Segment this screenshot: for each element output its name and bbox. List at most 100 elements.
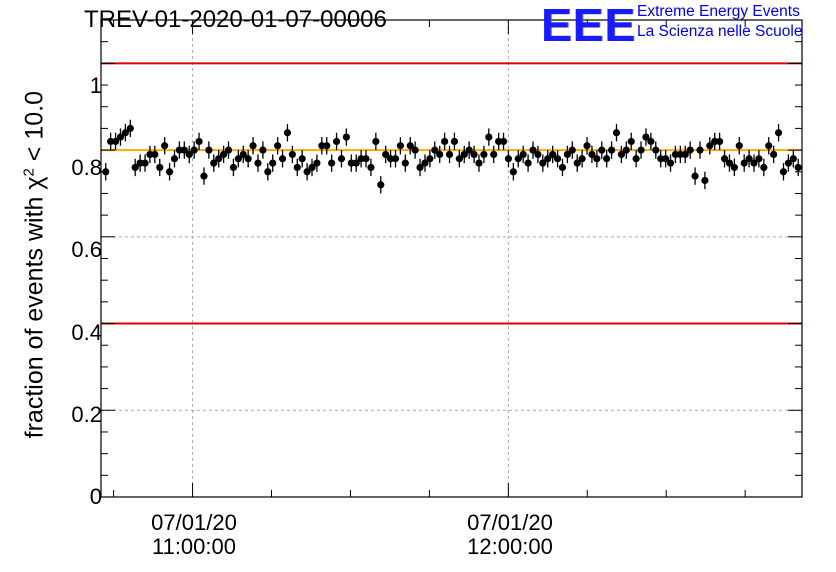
data-point	[593, 155, 601, 163]
data-point	[210, 159, 218, 167]
data-point	[534, 150, 542, 159]
grid-lines	[101, 20, 802, 497]
data-point	[342, 133, 350, 141]
data-point	[529, 146, 537, 154]
data-point	[563, 150, 571, 159]
data-point	[382, 150, 390, 159]
data-points	[102, 119, 802, 194]
data-point	[328, 159, 336, 167]
data-point	[598, 146, 606, 154]
data-point	[480, 150, 488, 159]
eee-logo: EEE	[541, 0, 637, 51]
data-point	[288, 150, 296, 159]
data-point	[426, 155, 434, 163]
data-point	[686, 146, 694, 154]
x-tick-label: 07/01/20 11:00:00	[114, 511, 274, 559]
data-point	[190, 146, 198, 154]
data-point	[617, 150, 626, 159]
data-point	[332, 137, 341, 146]
data-point	[539, 159, 547, 167]
data-point	[637, 146, 645, 154]
data-point	[269, 159, 277, 167]
y-tick-label: 0.4	[71, 320, 102, 345]
data-point	[490, 150, 498, 159]
data-point	[794, 163, 802, 172]
data-point	[465, 146, 473, 154]
data-point	[573, 159, 581, 167]
data-point	[303, 168, 311, 176]
data-point	[161, 142, 169, 150]
data-point	[224, 146, 233, 154]
data-point	[121, 129, 129, 137]
data-point	[406, 142, 414, 150]
data-point	[313, 159, 321, 167]
reference-lines	[101, 62, 802, 325]
data-point	[666, 159, 675, 167]
data-point	[696, 146, 704, 154]
data-point	[416, 163, 424, 172]
data-point	[774, 129, 783, 137]
data-point	[652, 146, 660, 154]
x-tick-date: 07/01/20	[151, 510, 237, 535]
data-point	[278, 155, 287, 163]
data-point	[460, 150, 468, 159]
y-tick-label: 0.2	[71, 402, 102, 427]
data-point	[662, 155, 670, 163]
data-point	[716, 137, 724, 146]
data-point	[779, 168, 788, 176]
data-point	[558, 163, 567, 172]
data-point	[411, 146, 419, 154]
data-point	[293, 163, 301, 172]
data-point	[254, 159, 262, 167]
y-axis-label-exponent: 2	[20, 168, 38, 177]
data-point	[239, 150, 247, 159]
logo-caption: Extreme Energy Events La Scienza nelle S…	[637, 2, 802, 42]
data-point	[740, 159, 748, 167]
data-point	[352, 159, 360, 167]
x-tick-date: 07/01/20	[467, 510, 553, 535]
data-point	[421, 159, 429, 167]
y-tick-label: 0.6	[71, 237, 102, 262]
data-point	[377, 181, 385, 189]
data-point	[141, 159, 149, 167]
data-point	[436, 150, 444, 159]
data-point	[323, 142, 331, 150]
data-point	[274, 142, 282, 150]
data-point	[632, 155, 640, 163]
data-point	[229, 163, 238, 172]
data-point	[789, 155, 797, 163]
data-point	[509, 168, 517, 176]
data-point	[396, 142, 405, 150]
data-point	[244, 155, 252, 163]
data-point	[544, 155, 552, 163]
data-point	[475, 159, 483, 167]
data-point	[647, 137, 655, 146]
logo-line-2: La Scienza nelle Scuole	[637, 23, 803, 40]
data-point	[151, 150, 159, 159]
data-point	[220, 150, 228, 159]
data-point	[553, 155, 562, 163]
data-point	[755, 155, 763, 163]
data-point	[445, 150, 454, 159]
data-point	[720, 155, 729, 163]
data-point	[750, 159, 758, 167]
data-point	[156, 163, 164, 172]
data-point	[760, 163, 768, 172]
data-point	[701, 176, 709, 185]
data-point	[514, 155, 522, 163]
data-point	[725, 159, 734, 167]
data-point	[126, 124, 134, 133]
data-point	[165, 168, 174, 176]
data-point	[519, 150, 527, 159]
data-point	[499, 137, 508, 146]
data-point	[283, 129, 292, 137]
data-point	[205, 146, 213, 154]
data-point	[627, 137, 635, 146]
data-point	[612, 129, 621, 137]
data-point	[362, 155, 370, 163]
data-point	[765, 142, 773, 150]
data-point	[745, 155, 753, 163]
data-point	[730, 163, 738, 172]
data-point	[681, 150, 689, 159]
data-point	[568, 146, 576, 154]
